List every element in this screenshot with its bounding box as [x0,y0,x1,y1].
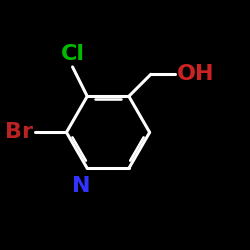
Text: N: N [72,176,90,196]
Text: Cl: Cl [60,44,84,64]
Text: Br: Br [6,122,34,142]
Text: OH: OH [176,64,214,84]
